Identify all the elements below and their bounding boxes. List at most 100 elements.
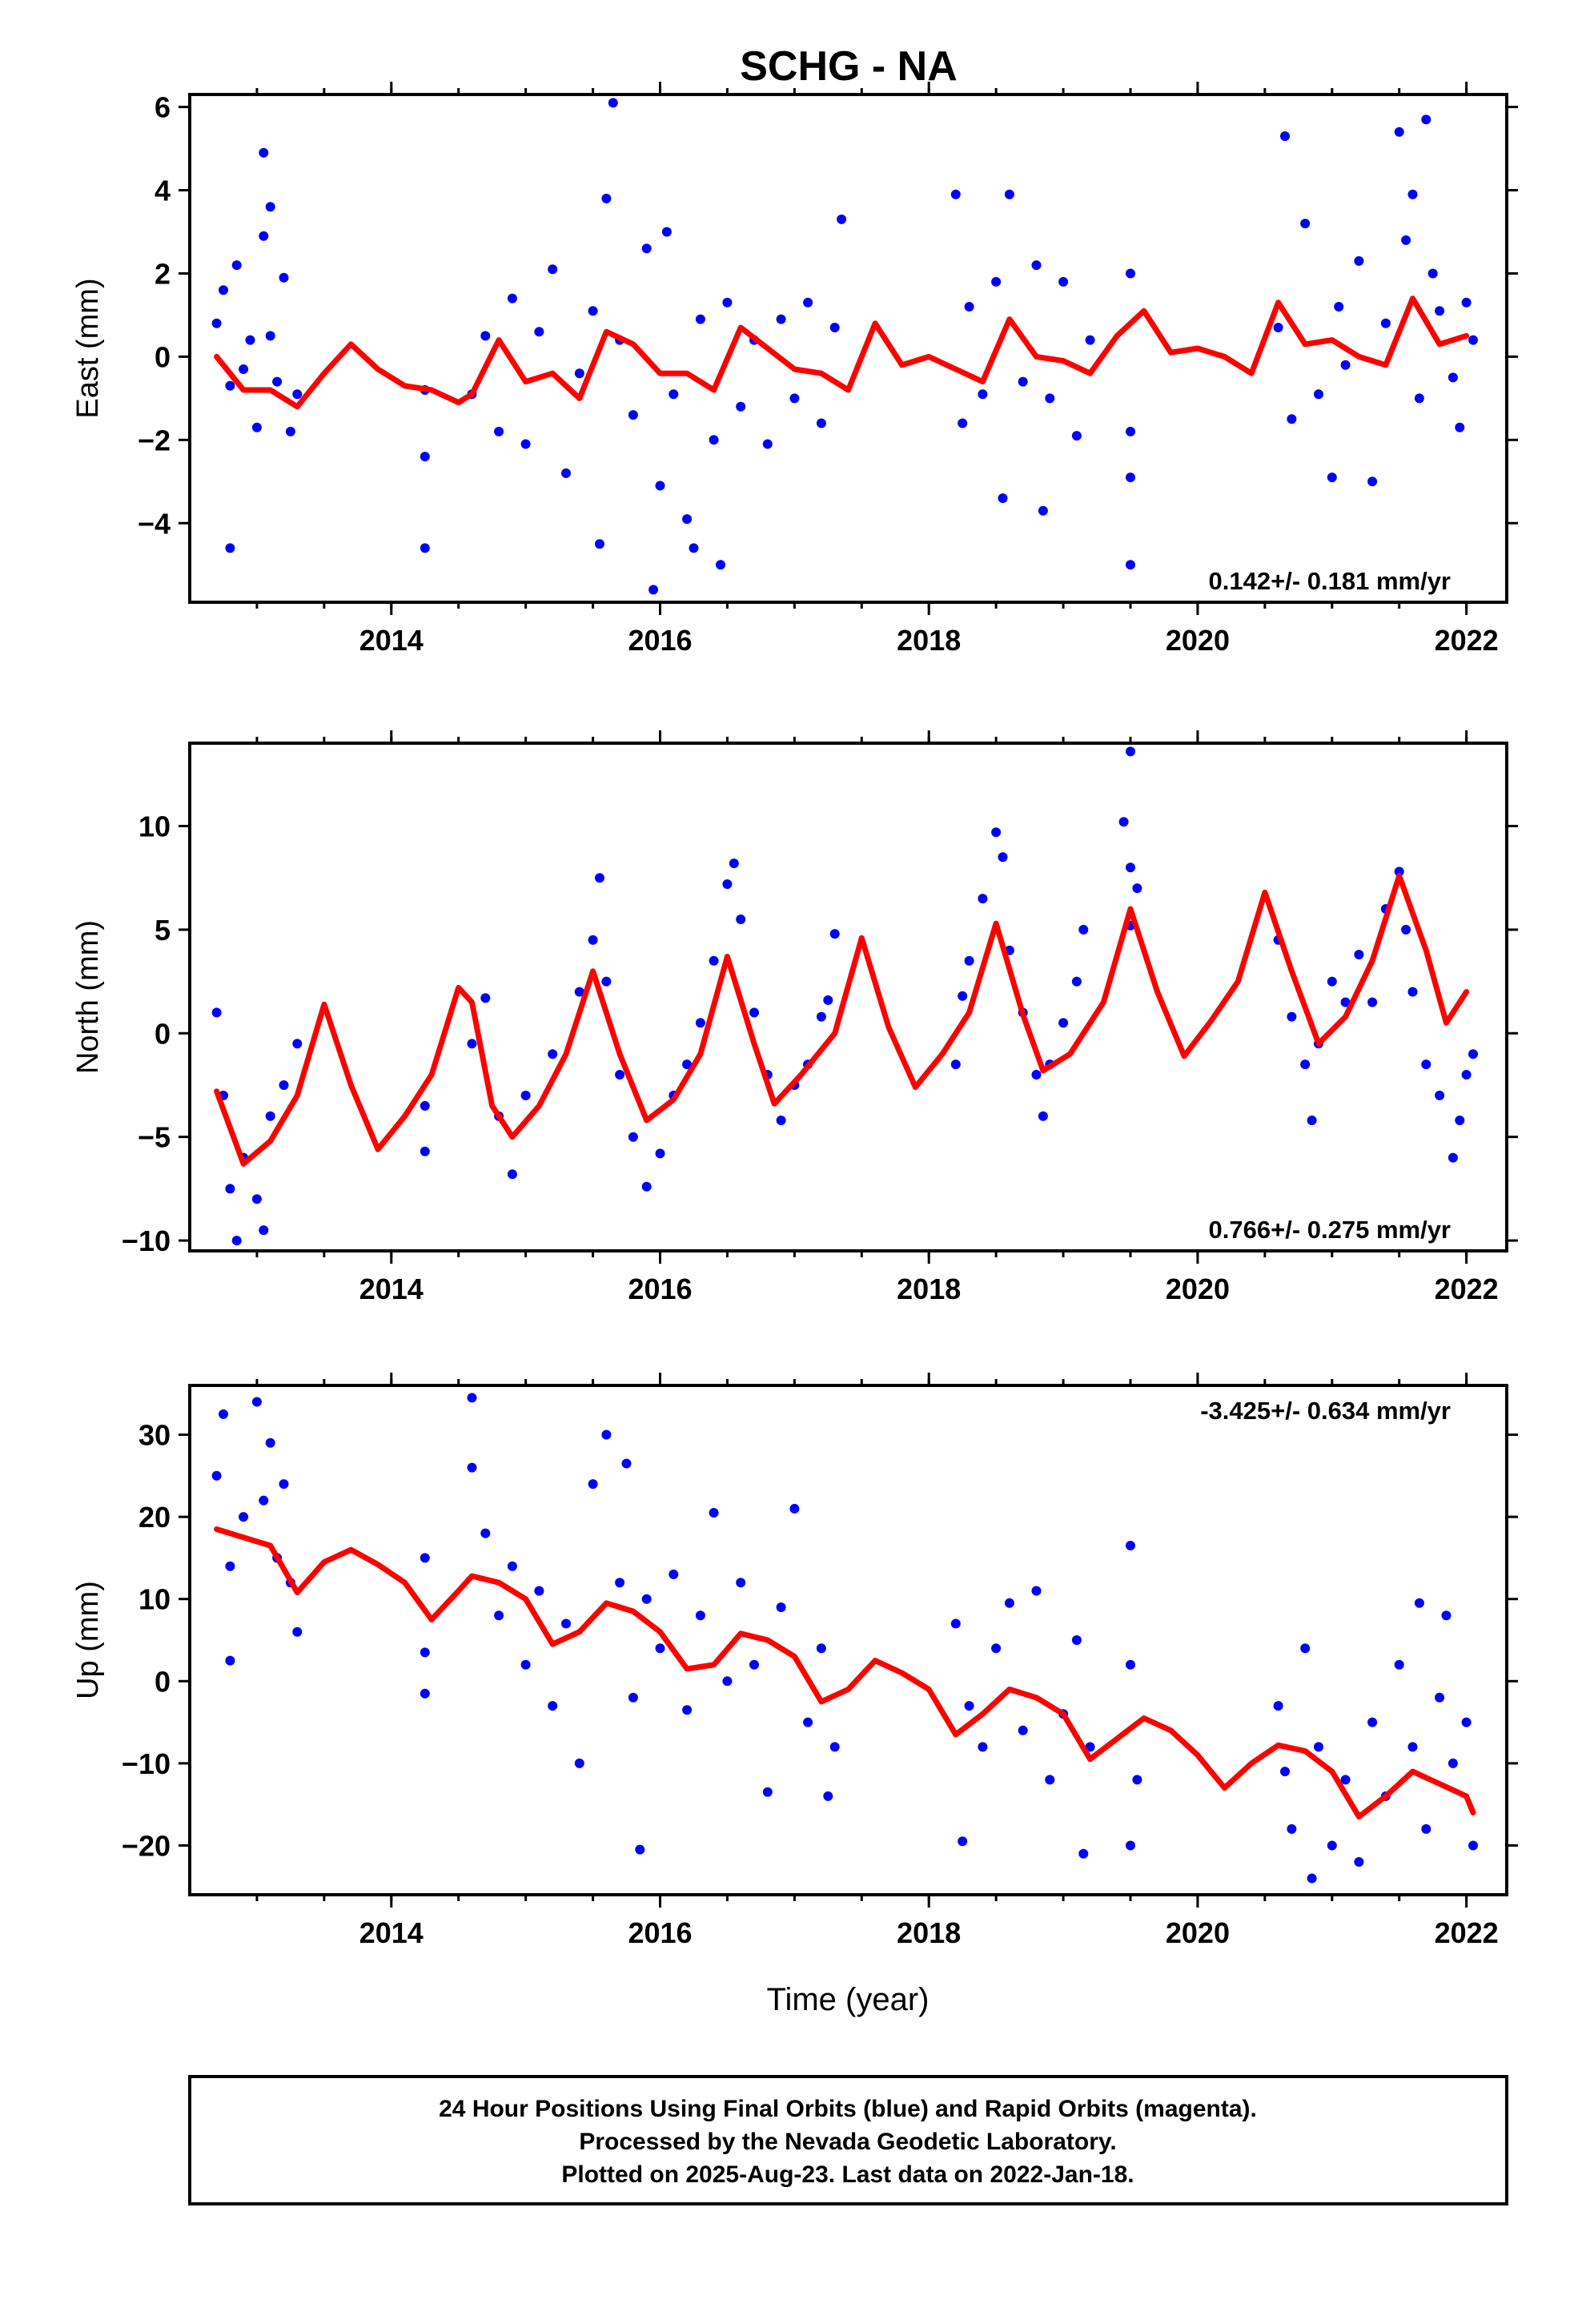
up-y-tick-label: 20 — [139, 1501, 171, 1534]
footer-line-1: 24 Hour Positions Using Final Orbits (bl… — [439, 2096, 1257, 2122]
north-point — [1455, 1116, 1465, 1125]
up-point — [829, 1742, 840, 1752]
east-frame — [188, 93, 1508, 604]
east-point — [1468, 335, 1478, 345]
east-point — [272, 376, 283, 387]
up-point — [420, 1688, 430, 1699]
north-point — [1071, 976, 1082, 987]
up-point — [211, 1470, 222, 1481]
up-point — [1273, 1701, 1283, 1711]
up-x-tick-label: 2020 — [1166, 1916, 1230, 1949]
east-point — [1421, 115, 1431, 125]
north-point — [259, 1225, 269, 1236]
north-point — [655, 1148, 665, 1159]
up-point — [682, 1705, 693, 1715]
east-point — [265, 202, 275, 212]
east-y-tick-label: 4 — [155, 175, 171, 207]
north-x-tick-label: 2020 — [1166, 1273, 1230, 1305]
up-point — [1085, 1742, 1095, 1752]
up-point — [420, 1553, 430, 1563]
east-point — [211, 318, 222, 328]
up-data-group — [211, 1393, 1478, 1884]
east-point — [1334, 302, 1344, 312]
east-point — [689, 543, 699, 553]
up-point — [958, 1836, 968, 1847]
north-point — [595, 873, 604, 883]
east-point — [1126, 560, 1135, 570]
north-point — [682, 1059, 693, 1070]
east-point — [978, 389, 988, 400]
east-point — [601, 193, 612, 203]
north-y-tick-label: −5 — [138, 1121, 171, 1154]
up-point — [950, 1618, 961, 1629]
east-point — [494, 426, 504, 436]
north-point — [1401, 924, 1411, 935]
east-point — [829, 323, 840, 332]
north-data-group — [211, 746, 1478, 1246]
east-point — [762, 439, 773, 449]
east-y-tick-label: 0 — [155, 340, 171, 373]
up-point — [749, 1659, 759, 1670]
up-point — [641, 1594, 652, 1604]
north-point — [729, 858, 739, 869]
up-point — [1004, 1598, 1014, 1608]
up-point — [1447, 1758, 1458, 1768]
east-point — [1071, 431, 1082, 441]
east-point — [776, 314, 786, 324]
north-point — [480, 993, 491, 1003]
up-point — [1367, 1717, 1378, 1727]
east-point — [231, 260, 242, 271]
east-point — [648, 585, 659, 595]
east-point — [682, 514, 693, 525]
up-point — [265, 1437, 275, 1448]
up-point — [1307, 1873, 1317, 1884]
east-y-tick-label: 6 — [155, 91, 171, 124]
east-point — [480, 331, 491, 341]
east-point — [285, 426, 295, 436]
north-point — [709, 955, 719, 966]
east-point — [259, 147, 269, 158]
east-y-tick-label: 2 — [155, 257, 171, 290]
up-point — [561, 1618, 571, 1629]
chart-title: SCHG - NA — [740, 43, 958, 90]
up-point — [789, 1503, 800, 1514]
north-point — [1435, 1090, 1445, 1100]
east-data-group — [211, 98, 1478, 595]
east-x-tick-label: 2018 — [897, 624, 961, 657]
east-x-tick-label: 2022 — [1435, 624, 1499, 657]
up-point — [1045, 1775, 1055, 1785]
north-point — [251, 1194, 262, 1204]
up-point — [467, 1393, 477, 1403]
up-fit-line — [214, 1526, 1476, 1819]
up-point — [225, 1655, 235, 1666]
north-point — [958, 991, 968, 1001]
east-x-tick-label: 2014 — [359, 624, 424, 657]
up-y-axis-label: Up (mm) — [71, 1581, 105, 1699]
east-point — [239, 364, 249, 374]
up-point — [467, 1462, 477, 1473]
north-point — [991, 827, 1002, 838]
east-point — [1287, 414, 1297, 424]
east-point — [1380, 318, 1391, 328]
up-point — [1407, 1742, 1418, 1752]
up-point — [1441, 1610, 1452, 1621]
north-x-tick-label: 2018 — [897, 1273, 961, 1305]
east-point — [1367, 476, 1378, 487]
up-point — [494, 1610, 504, 1621]
north-point — [998, 852, 1008, 862]
north-point — [1078, 924, 1089, 935]
east-point — [655, 480, 665, 491]
up-point — [480, 1528, 491, 1538]
east-point — [1354, 255, 1364, 266]
east-fit-line — [214, 296, 1470, 410]
east-point — [259, 231, 269, 241]
north-y-axis-label: North (mm) — [71, 920, 105, 1074]
east-y-axis-label: East (mm) — [71, 278, 105, 418]
north-point — [507, 1169, 517, 1180]
north-point — [1340, 997, 1351, 1007]
east-point — [1461, 297, 1472, 308]
east-point — [292, 389, 303, 400]
east-point — [950, 189, 961, 199]
east-point — [588, 306, 598, 316]
up-point — [1126, 1541, 1135, 1550]
